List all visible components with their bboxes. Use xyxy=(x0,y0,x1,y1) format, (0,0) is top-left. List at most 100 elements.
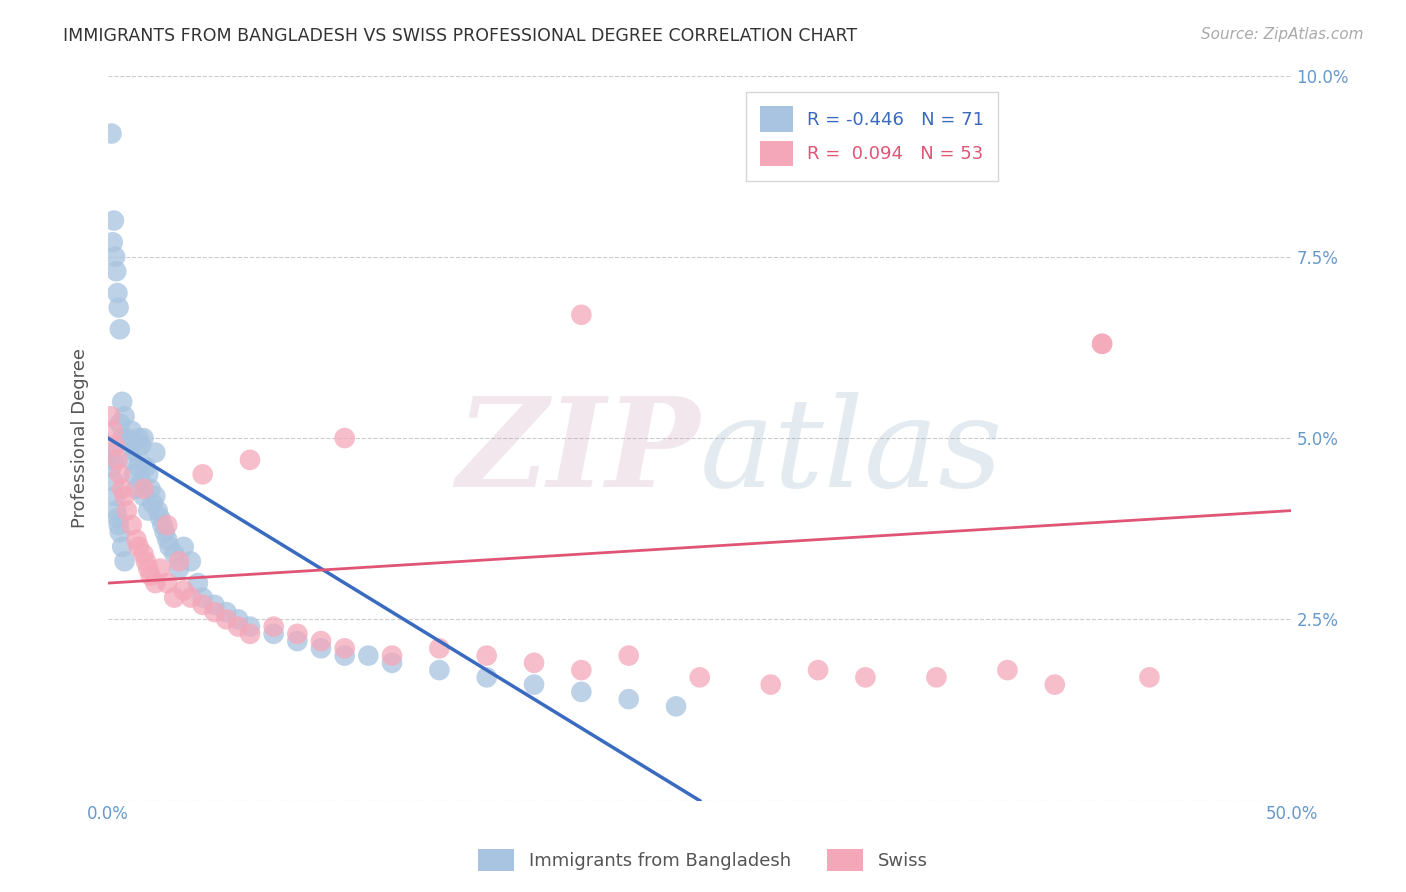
Point xyxy=(333,641,356,656)
Point xyxy=(101,424,124,438)
Point xyxy=(103,475,125,489)
Point xyxy=(143,576,166,591)
Point xyxy=(135,554,157,568)
Point xyxy=(101,452,124,467)
Point xyxy=(153,525,176,540)
Point xyxy=(152,518,174,533)
Point xyxy=(156,576,179,591)
Point xyxy=(107,452,129,467)
Point xyxy=(333,431,356,445)
Point xyxy=(104,438,127,452)
Point xyxy=(569,308,592,322)
Point xyxy=(925,670,948,684)
Point xyxy=(132,431,155,445)
Point xyxy=(156,533,179,547)
Point xyxy=(104,489,127,503)
Point xyxy=(617,692,640,706)
Point xyxy=(569,685,592,699)
Point xyxy=(121,452,143,467)
Point xyxy=(128,431,150,445)
Point xyxy=(105,264,128,278)
Point xyxy=(121,424,143,438)
Point xyxy=(107,286,129,301)
Point xyxy=(128,460,150,475)
Point xyxy=(191,598,214,612)
Point xyxy=(136,467,159,482)
Legend: R = -0.446   N = 71, R =  0.094   N = 53: R = -0.446 N = 71, R = 0.094 N = 53 xyxy=(745,92,998,181)
Point xyxy=(114,489,136,503)
Legend: Immigrants from Bangladesh, Swiss: Immigrants from Bangladesh, Swiss xyxy=(471,842,935,879)
Point xyxy=(523,677,546,691)
Point xyxy=(285,634,308,648)
Point xyxy=(142,496,165,510)
Point xyxy=(665,699,688,714)
Point xyxy=(132,482,155,496)
Point xyxy=(125,445,148,459)
Point xyxy=(101,235,124,250)
Point xyxy=(163,591,186,605)
Point xyxy=(1091,336,1114,351)
Point xyxy=(143,489,166,503)
Point xyxy=(427,663,450,677)
Point xyxy=(357,648,380,663)
Point xyxy=(107,511,129,525)
Y-axis label: Professional Degree: Professional Degree xyxy=(72,348,89,528)
Point xyxy=(167,554,190,568)
Point xyxy=(100,460,122,475)
Point xyxy=(263,619,285,633)
Point xyxy=(115,431,138,445)
Point xyxy=(807,663,830,677)
Point xyxy=(146,503,169,517)
Text: atlas: atlas xyxy=(700,392,1002,514)
Point xyxy=(115,503,138,517)
Point xyxy=(187,576,209,591)
Point xyxy=(167,561,190,575)
Point xyxy=(143,445,166,459)
Point xyxy=(173,583,195,598)
Point xyxy=(523,656,546,670)
Point xyxy=(132,489,155,503)
Point xyxy=(125,482,148,496)
Point xyxy=(129,475,152,489)
Point xyxy=(108,525,131,540)
Point xyxy=(1139,670,1161,684)
Point xyxy=(226,619,249,633)
Point xyxy=(191,467,214,482)
Point xyxy=(263,627,285,641)
Text: ZIP: ZIP xyxy=(456,392,700,513)
Point xyxy=(475,648,498,663)
Point xyxy=(689,670,711,684)
Point xyxy=(111,394,134,409)
Point xyxy=(475,670,498,684)
Point xyxy=(427,641,450,656)
Point xyxy=(759,677,782,691)
Point xyxy=(617,648,640,663)
Point xyxy=(108,322,131,336)
Point xyxy=(122,467,145,482)
Point xyxy=(108,417,131,431)
Point xyxy=(191,591,214,605)
Point xyxy=(136,503,159,517)
Point xyxy=(135,460,157,475)
Point xyxy=(309,641,332,656)
Point xyxy=(139,482,162,496)
Point xyxy=(855,670,877,684)
Point xyxy=(285,627,308,641)
Point xyxy=(333,648,356,663)
Point xyxy=(163,547,186,561)
Point xyxy=(139,569,162,583)
Point xyxy=(215,612,238,626)
Point xyxy=(381,648,404,663)
Text: IMMIGRANTS FROM BANGLADESH VS SWISS PROFESSIONAL DEGREE CORRELATION CHART: IMMIGRANTS FROM BANGLADESH VS SWISS PROF… xyxy=(63,27,858,45)
Point xyxy=(104,250,127,264)
Point xyxy=(98,409,121,424)
Point xyxy=(111,431,134,445)
Point xyxy=(108,467,131,482)
Point xyxy=(239,627,262,641)
Point xyxy=(1091,336,1114,351)
Point xyxy=(215,605,238,619)
Point xyxy=(114,554,136,568)
Point xyxy=(118,438,141,452)
Point xyxy=(100,127,122,141)
Point xyxy=(103,213,125,227)
